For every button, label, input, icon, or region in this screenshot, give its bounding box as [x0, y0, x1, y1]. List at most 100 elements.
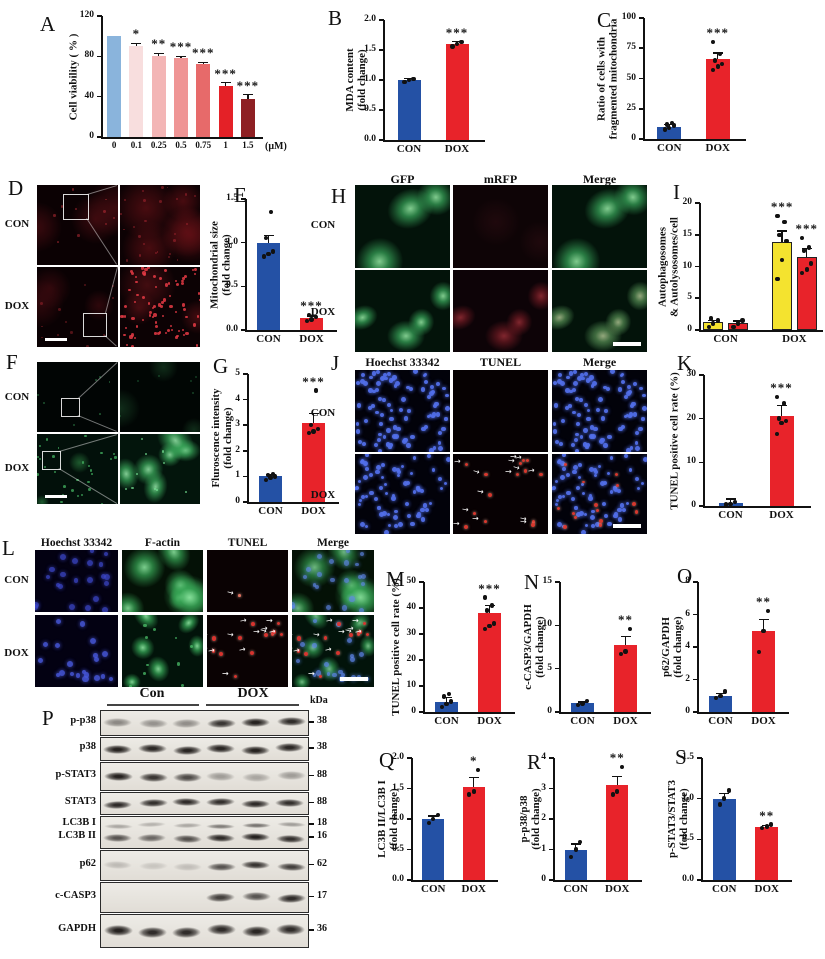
- fluorescent-dot: [295, 658, 301, 663]
- fluorescent-dot: [393, 509, 398, 514]
- pointer-arrow-icon: →: [338, 626, 346, 636]
- fluorescent-dot: [360, 581, 366, 587]
- fluorescent-dot: [60, 553, 67, 560]
- error-cap: [404, 78, 414, 80]
- fluorescent-dot: [57, 584, 63, 590]
- cell-blob: [121, 220, 176, 265]
- fluorescent-dot: [432, 403, 438, 409]
- x-tick-label: CON: [657, 142, 682, 154]
- pointer-arrow-icon: →: [504, 466, 512, 476]
- cell-blob: [472, 198, 521, 247]
- pointer-arrow-icon: →: [307, 668, 315, 679]
- zoom-connector-line: [59, 434, 118, 452]
- error-cap: [777, 230, 788, 232]
- protein-band: [138, 718, 168, 728]
- fluorescent-dot: [638, 427, 643, 432]
- cell-blob: [68, 451, 90, 473]
- pointer-arrow-icon: →: [207, 645, 216, 656]
- cell-blob: [37, 202, 62, 252]
- molecular-weight-marker: 38: [317, 715, 327, 726]
- fluorescent-dot: [114, 456, 117, 459]
- fluorescent-dot: [590, 523, 595, 528]
- fluorescent-dot: [161, 314, 164, 317]
- micro-image-j-dox-tunel: → → → → → → → → → → → → → →: [453, 454, 548, 534]
- y-tick: [698, 505, 704, 507]
- x-tick-label: DOX: [769, 509, 794, 521]
- fluorescent-dot: [76, 234, 80, 238]
- fluorescent-dot: [190, 379, 193, 382]
- fluorescent-dot: [396, 468, 401, 473]
- micro-image-l-dox-merge: →→→→→→→→→→→→: [292, 615, 374, 687]
- error-bar: [806, 248, 808, 257]
- column-header-merge: Merge: [317, 537, 349, 549]
- y-tick: [378, 109, 384, 111]
- fluorescent-cell: [453, 300, 480, 335]
- fluorescent-dot: [363, 418, 368, 423]
- bar: [302, 422, 325, 502]
- fluorescent-dot: [89, 637, 97, 644]
- row-label-con: CON: [4, 391, 30, 403]
- y-tick: [378, 79, 384, 81]
- pointer-arrow-icon: →: [519, 513, 528, 524]
- fluorescent-dot: [375, 465, 381, 471]
- y-axis-label-line: (fold change): [530, 788, 543, 850]
- fluorescent-dot: [350, 657, 355, 662]
- fluorescent-dot: [123, 305, 127, 309]
- x-axis: [383, 140, 486, 142]
- y-tick-label: 0.5: [226, 280, 238, 291]
- y-tick: [694, 297, 700, 300]
- fluorescent-dot: [566, 375, 570, 380]
- error-cap: [242, 93, 253, 96]
- fluorescent-dot: [332, 673, 337, 678]
- fluorescent-dot: [437, 445, 443, 451]
- fluorescent-dot: [439, 486, 444, 491]
- tunel-positive-dot: [296, 636, 302, 641]
- fluorescent-dot: [175, 336, 178, 339]
- fluorescent-dot: [186, 223, 189, 225]
- fluorescent-dot: [604, 409, 608, 413]
- fluorescent-dot: [578, 476, 582, 480]
- fluorescent-dot: [603, 385, 607, 390]
- fluorescent-dot: [183, 307, 187, 311]
- fluorescent-cell: [120, 455, 142, 493]
- tunel-positive-dot: [634, 510, 639, 514]
- tunel-positive-dot: [538, 472, 543, 477]
- panel-label-q: Q: [379, 748, 395, 772]
- fluorescent-dot: [159, 277, 163, 281]
- blot-row-label: GAPDH: [58, 923, 96, 934]
- fluorescent-dot: [415, 513, 421, 519]
- fluorescent-dot: [382, 373, 387, 378]
- fluorescent-dot: [193, 272, 197, 275]
- y-axis: [245, 199, 247, 332]
- fluorescent-dot: [623, 414, 628, 419]
- fluorescent-dot: [373, 443, 378, 448]
- y-tick: [554, 667, 560, 670]
- x-tick-label: CON: [712, 883, 737, 895]
- tunel-positive-dot: [358, 630, 363, 635]
- cell-blob: [162, 185, 200, 222]
- protein-band: [104, 924, 134, 937]
- protein-band: [171, 718, 201, 728]
- fluorescent-dot: [101, 502, 103, 504]
- fluorescent-dot: [142, 271, 146, 275]
- fluorescent-dot: [598, 438, 604, 444]
- fluorescent-dot: [400, 464, 404, 469]
- fluorescent-dot: [181, 279, 185, 283]
- fluorescent-dot: [70, 671, 75, 676]
- tunel-positive-dot: [238, 594, 242, 597]
- y-tick: [548, 787, 554, 790]
- fluorescent-dot: [393, 433, 399, 439]
- y-tick: [418, 581, 424, 583]
- fluorescent-dot: [607, 522, 612, 527]
- fluorescent-dot: [419, 488, 425, 493]
- y-axis-label: TUNEL positive cell rate (%): [390, 562, 416, 732]
- x-tick-label: 1: [223, 140, 228, 150]
- y-tick-label: 8: [685, 576, 690, 586]
- fluorescent-dot: [384, 482, 388, 486]
- y-tick-label: 30: [686, 369, 697, 379]
- fluorescent-dot: [360, 495, 366, 500]
- fluorescent-dot: [416, 511, 421, 516]
- tunel-positive-dot: [525, 458, 530, 463]
- fluorescent-dot: [372, 389, 376, 394]
- fluorescent-dot: [181, 281, 185, 285]
